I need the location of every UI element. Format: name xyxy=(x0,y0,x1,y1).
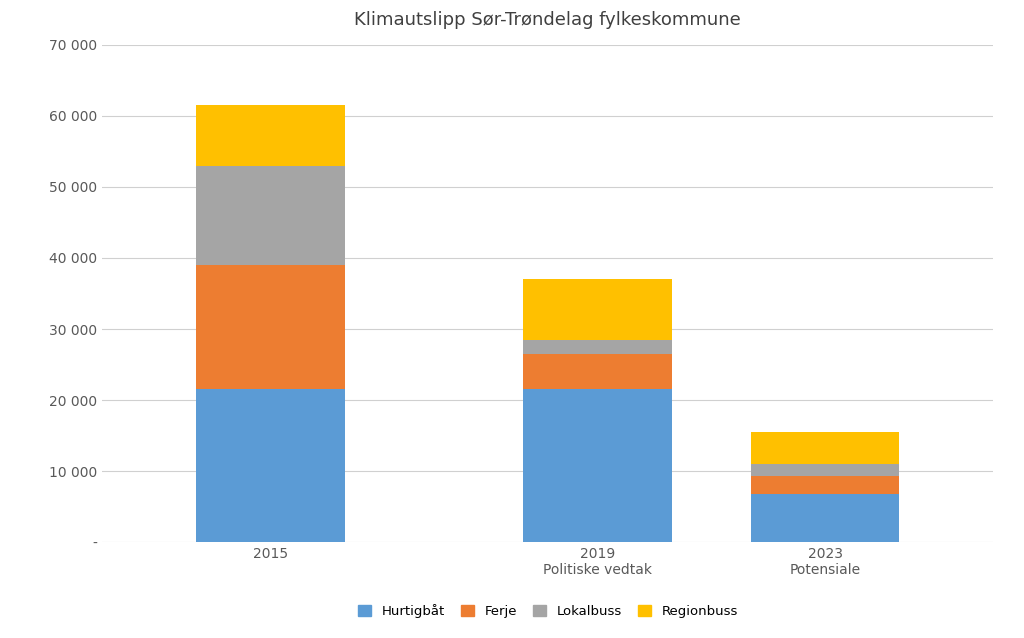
Bar xyxy=(523,279,672,339)
Bar xyxy=(751,476,899,494)
Bar xyxy=(751,464,899,476)
Bar xyxy=(523,339,672,354)
Bar xyxy=(197,389,345,542)
Bar xyxy=(197,105,345,165)
Bar xyxy=(751,432,899,464)
Title: Klimautslipp Sør-Trøndelag fylkeskommune: Klimautslipp Sør-Trøndelag fylkeskommune xyxy=(354,11,741,29)
Bar xyxy=(523,354,672,389)
Bar xyxy=(197,165,345,265)
Bar xyxy=(751,494,899,542)
Legend: Hurtigbåt, Ferje, Lokalbuss, Regionbuss: Hurtigbåt, Ferje, Lokalbuss, Regionbuss xyxy=(352,598,743,623)
Bar xyxy=(523,389,672,542)
Bar xyxy=(197,265,345,389)
